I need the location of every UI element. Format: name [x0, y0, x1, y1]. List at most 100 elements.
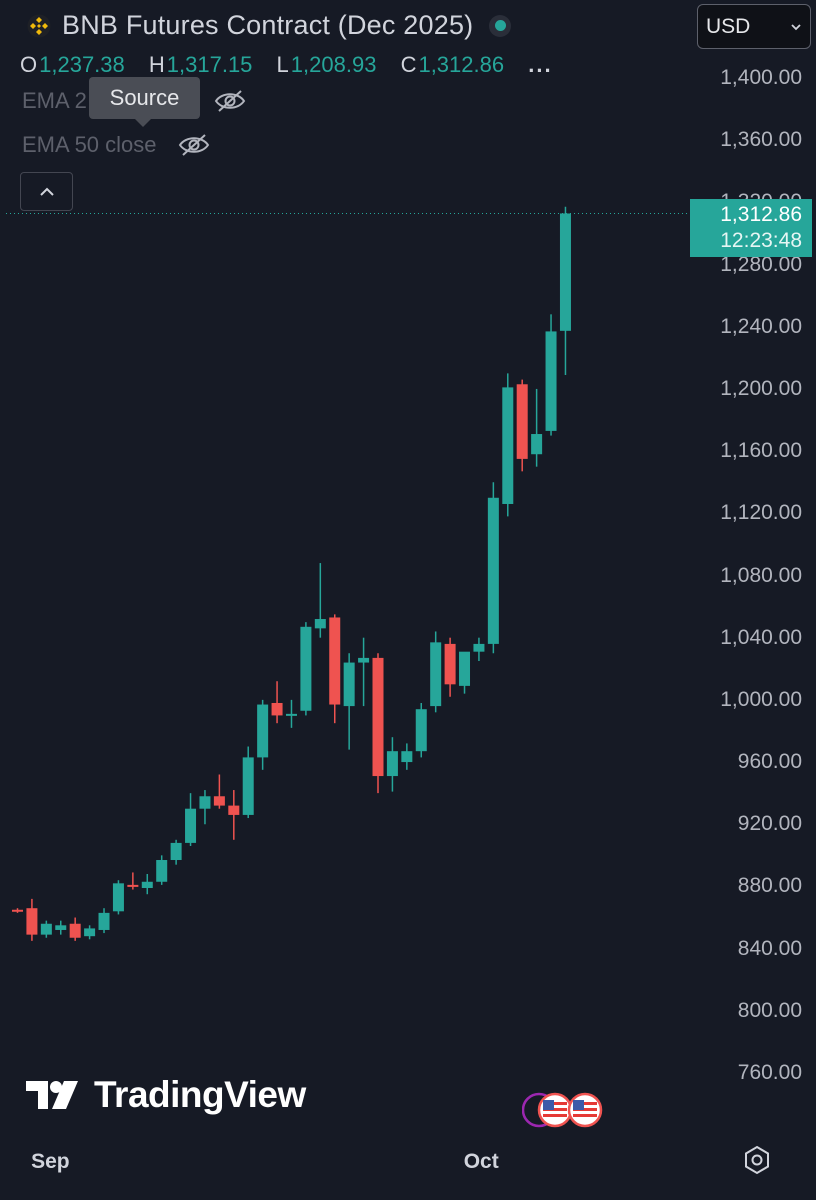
- candle-body: [127, 884, 139, 887]
- candle[interactable]: [386, 737, 398, 792]
- candle-body: [329, 617, 341, 705]
- price-tick-label: 1,200.00: [720, 376, 802, 400]
- candle-body: [545, 331, 557, 431]
- candle[interactable]: [343, 653, 355, 750]
- price-tick-label: 1,080.00: [720, 563, 802, 587]
- last-price-value: 1,312.86: [720, 203, 802, 226]
- candle[interactable]: [40, 920, 52, 938]
- candle[interactable]: [516, 379, 528, 472]
- candle[interactable]: [459, 651, 471, 694]
- collapse-legend-button[interactable]: [20, 172, 73, 211]
- currency-select[interactable]: USD: [697, 4, 811, 49]
- candle[interactable]: [300, 622, 312, 716]
- price-tick-label: 760.00: [737, 1061, 802, 1084]
- candle[interactable]: [329, 614, 341, 724]
- close-key: C: [400, 52, 417, 77]
- market-status-icon[interactable]: [489, 14, 512, 37]
- currency-label: USD: [706, 14, 751, 38]
- candle-body: [559, 213, 571, 331]
- more-button[interactable]: ...: [528, 52, 553, 77]
- price-tick-label: 1,400.00: [720, 66, 802, 89]
- candle[interactable]: [473, 637, 485, 662]
- candle-body: [531, 434, 543, 455]
- price-tick-label: 960.00: [737, 750, 802, 774]
- bnb-logo-icon: [26, 13, 52, 39]
- candle[interactable]: [55, 920, 67, 935]
- candle-body: [300, 626, 312, 711]
- candle[interactable]: [257, 699, 269, 770]
- candle-body: [112, 883, 124, 912]
- candle-body: [156, 860, 168, 882]
- candle[interactable]: [415, 702, 427, 758]
- close-value: 1,312.86: [418, 52, 505, 77]
- candle[interactable]: [127, 872, 139, 890]
- candle[interactable]: [98, 908, 110, 934]
- price-tick-label: 1,240.00: [720, 314, 802, 338]
- candle[interactable]: [156, 855, 168, 885]
- low-key: L: [276, 52, 289, 77]
- symbol-header[interactable]: BNB Futures Contract (Dec 2025): [26, 10, 512, 41]
- price-tick-label: 1,120.00: [720, 501, 802, 525]
- candle[interactable]: [228, 790, 240, 840]
- candle[interactable]: [69, 917, 81, 941]
- candle[interactable]: [401, 743, 413, 770]
- candle-body: [372, 657, 384, 777]
- ohlc-legend: O1,237.38 H1,317.15 L1,208.93 C1,312.86 …: [20, 52, 553, 78]
- candle[interactable]: [531, 388, 543, 467]
- tradingview-logo[interactable]: TradingView: [26, 1074, 306, 1116]
- open-value: 1,237.38: [39, 52, 125, 77]
- us-flag-icon[interactable]: [567, 1092, 603, 1128]
- economic-events[interactable]: [522, 1090, 612, 1130]
- price-tick-label: 1,360.00: [720, 128, 802, 152]
- candle[interactable]: [430, 631, 442, 713]
- candle-body: [228, 805, 240, 815]
- candle[interactable]: [26, 898, 38, 941]
- price-tick-label: 920.00: [737, 812, 802, 836]
- us-flag-icon[interactable]: [537, 1092, 573, 1128]
- candle[interactable]: [285, 699, 297, 728]
- symbol-title: BNB Futures Contract (Dec 2025): [62, 10, 474, 40]
- candle-body: [199, 796, 211, 809]
- candle-body: [516, 384, 528, 459]
- candle[interactable]: [545, 314, 557, 436]
- candle-body: [358, 657, 370, 663]
- eye-off-icon[interactable]: [213, 88, 247, 114]
- chevron-down-icon: [791, 23, 801, 30]
- candle[interactable]: [84, 925, 96, 940]
- candle[interactable]: [502, 373, 514, 517]
- candle[interactable]: [242, 746, 254, 819]
- candle[interactable]: [559, 206, 571, 376]
- indicator-label: EMA 50 close: [22, 132, 157, 157]
- candle[interactable]: [185, 793, 197, 847]
- source-tooltip: Source: [89, 77, 200, 127]
- bar-countdown: 12:23:48: [720, 229, 802, 252]
- chevron-up-icon: [39, 187, 54, 196]
- candle[interactable]: [112, 880, 124, 915]
- candle[interactable]: [141, 874, 153, 895]
- candle-body: [69, 923, 81, 938]
- candle-body: [487, 497, 499, 644]
- candle[interactable]: [213, 774, 225, 809]
- candle-body: [26, 908, 38, 935]
- candle[interactable]: [199, 790, 211, 825]
- candle-body: [473, 643, 485, 652]
- indicator-ema-50[interactable]: EMA 50 close: [22, 132, 211, 158]
- candle[interactable]: [314, 563, 326, 638]
- candle-body: [343, 662, 355, 707]
- candle[interactable]: [170, 839, 182, 865]
- eye-off-icon[interactable]: [177, 132, 211, 158]
- candle[interactable]: [444, 637, 456, 697]
- settings-icon[interactable]: [741, 1144, 773, 1176]
- low-value: 1,208.93: [290, 52, 377, 77]
- candle[interactable]: [358, 637, 370, 707]
- candle[interactable]: [372, 653, 384, 794]
- high-key: H: [148, 52, 165, 77]
- candle-body: [271, 702, 283, 716]
- tradingview-mark-icon: [26, 1081, 78, 1109]
- candle[interactable]: [12, 908, 23, 913]
- open-key: O: [20, 52, 38, 77]
- candle[interactable]: [271, 681, 283, 724]
- price-tick-label: 880.00: [737, 874, 802, 898]
- candle[interactable]: [487, 482, 499, 654]
